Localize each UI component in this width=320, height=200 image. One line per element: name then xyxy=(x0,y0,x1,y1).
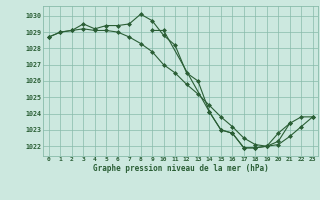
X-axis label: Graphe pression niveau de la mer (hPa): Graphe pression niveau de la mer (hPa) xyxy=(93,164,269,173)
